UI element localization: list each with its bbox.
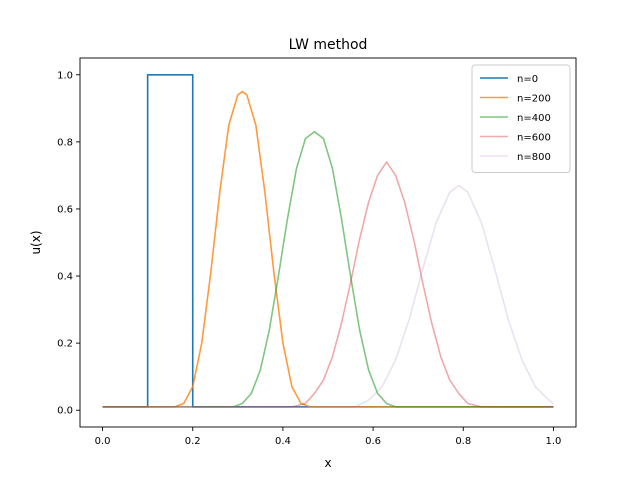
series-line-3 xyxy=(102,161,554,408)
y-tick-label: 1.0 xyxy=(57,70,73,81)
legend-label: n=600 xyxy=(517,133,551,144)
x-tick-label: 0.4 xyxy=(275,436,291,447)
y-tick-label: 0.4 xyxy=(57,272,73,283)
legend-label: n=400 xyxy=(517,113,551,124)
y-tick-label: 0.8 xyxy=(57,137,73,148)
series-line-4 xyxy=(102,184,554,408)
axes-layer: 0.0 0.2 0.4 0.6 0.8 1.0 0.0 0.2 0.4 0.6 0.8 1.0 xyxy=(57,57,577,447)
chart-title: LW method xyxy=(289,37,368,53)
y-tick-label: 0.2 xyxy=(57,339,73,350)
legend-label: n=800 xyxy=(517,152,551,163)
legend-label: n=200 xyxy=(517,94,551,105)
y-tick-label: 0.0 xyxy=(57,406,73,417)
x-axis-label: x xyxy=(324,456,331,470)
legend: n=0 n=200 n=400 n=600 n=800 xyxy=(471,64,571,173)
series-line-2 xyxy=(102,131,554,408)
y-tick-label: 0.6 xyxy=(57,204,73,215)
series-layer xyxy=(102,73,554,408)
plot-frame xyxy=(79,57,577,428)
y-axis-label: u(x) xyxy=(29,230,43,254)
legend-box xyxy=(471,64,571,173)
series-line-1 xyxy=(102,90,554,408)
x-tick-label: 0.8 xyxy=(455,436,471,447)
x-tick-label: 0.6 xyxy=(365,436,381,447)
x-tick-label: 1.0 xyxy=(546,436,562,447)
legend-label: n=0 xyxy=(517,74,538,85)
x-tick-label: 0.2 xyxy=(185,436,201,447)
x-tick-label: 0.0 xyxy=(95,436,111,447)
